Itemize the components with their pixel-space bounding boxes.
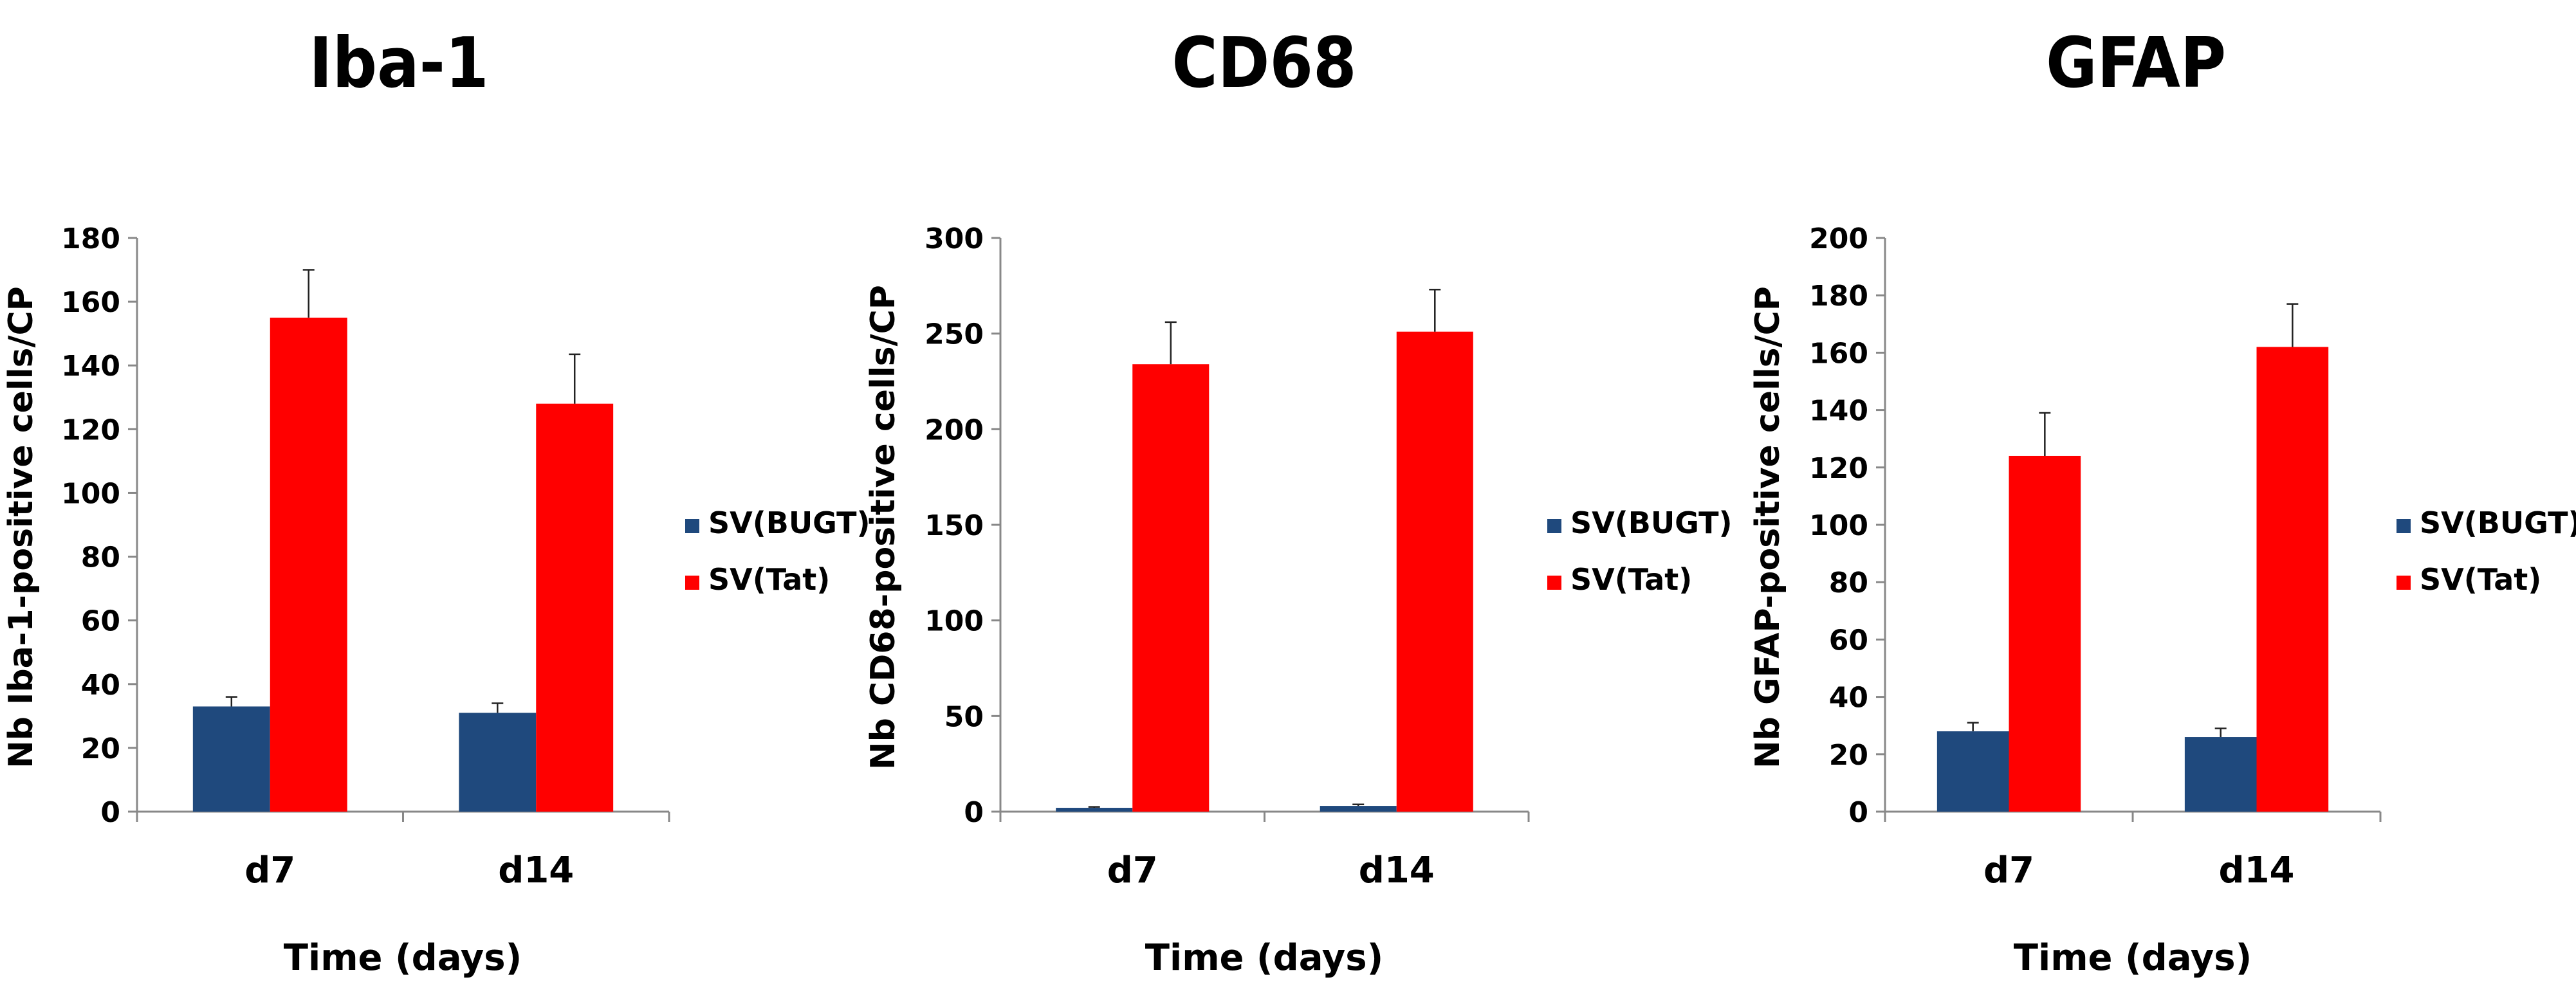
y-tick-label: 250	[925, 318, 984, 351]
y-tick-label: 50	[944, 700, 984, 733]
legend-swatch	[1547, 519, 1561, 533]
legend-label: SV(Tat)	[708, 562, 830, 597]
y-tick-label: 60	[1829, 624, 1868, 657]
y-tick-label: 200	[1809, 223, 1868, 255]
y-tick-label: 200	[925, 414, 984, 446]
y-tick-label: 20	[81, 733, 120, 765]
y-tick-label: 80	[1829, 567, 1868, 599]
plot-area: 0 20 40 60 80 100 120 140 160 180 200 d7 d14 SV(BUGT)…	[1809, 223, 2576, 891]
legend-label: SV(BUGT)	[708, 506, 870, 540]
y-tick-label: 120	[61, 414, 120, 446]
bar	[1056, 808, 1133, 812]
chart-panel-iba1: Iba-1 Nb Iba-1-positive cells/CP Time (d…	[2, 23, 870, 979]
y-tick-label: 150	[925, 509, 984, 542]
x-axis-label: Time (days)	[284, 937, 522, 979]
y-tick-label: 80	[81, 542, 120, 574]
y-tick-label: 100	[1809, 509, 1868, 542]
bar	[1320, 806, 1397, 812]
legend-label: SV(Tat)	[2420, 562, 2541, 597]
y-tick-label: 100	[925, 605, 984, 638]
y-axis-label: Nb GFAP-positive cells/CP	[1749, 286, 1787, 769]
bar	[2009, 455, 2081, 812]
y-tick-label: 0	[964, 796, 984, 829]
y-tick-label: 0	[1848, 796, 1868, 829]
y-tick-label: 40	[1829, 682, 1868, 715]
bar	[1396, 331, 1473, 812]
legend-swatch	[2397, 519, 2411, 533]
legend-swatch	[1547, 576, 1561, 590]
x-tick-label: d14	[1359, 850, 1435, 891]
chart-panel-cd68: CD68 Nb CD68-positive cells/CP Time (day…	[864, 23, 1733, 979]
y-axis-label: Nb Iba-1-positive cells/CP	[2, 286, 41, 768]
chart-title: CD68	[1172, 23, 1356, 104]
plot-area: 0 20 40 60 80 100 120 140 160 180 d7 d14 SV(BUGT) SV(…	[61, 223, 870, 891]
y-tick-label: 60	[81, 605, 120, 638]
bar	[2184, 737, 2257, 812]
y-tick-label: 180	[61, 223, 120, 255]
legend-label: SV(BUGT)	[1570, 506, 1733, 540]
chart-title: Iba-1	[309, 23, 488, 104]
legend-swatch	[2397, 576, 2411, 590]
y-tick-label: 160	[61, 286, 120, 319]
x-tick-label: d7	[1107, 850, 1158, 891]
y-tick-label: 140	[1809, 395, 1868, 428]
y-tick-label: 120	[1809, 452, 1868, 485]
bar	[270, 317, 347, 812]
chart-title: GFAP	[2046, 23, 2226, 104]
y-tick-label: 180	[1809, 280, 1868, 313]
y-tick-label: 300	[925, 223, 984, 255]
x-axis-label: Time (days)	[1145, 937, 1383, 979]
legend-swatch	[685, 519, 699, 533]
bar	[2256, 347, 2329, 812]
legend-label: SV(BUGT)	[2420, 506, 2576, 540]
bar	[192, 706, 270, 812]
x-tick-label: d7	[1983, 850, 2034, 891]
legend-label: SV(Tat)	[1570, 562, 1692, 597]
chart-panel-gfap: GFAP Nb GFAP-positive cells/CP Time (day…	[1749, 23, 2576, 979]
y-tick-label: 0	[100, 796, 120, 829]
x-tick-label: d14	[498, 850, 574, 891]
legend-swatch	[685, 576, 699, 590]
y-axis-label: Nb CD68-positive cells/CP	[864, 285, 903, 770]
bar	[1937, 731, 2009, 812]
bar	[459, 713, 537, 812]
bar	[536, 403, 614, 812]
plot-area: 0 50 100 150 200 250 300 d7 d14 SV(BUGT) SV(Tat)	[925, 223, 1732, 891]
x-tick-label: d14	[2218, 850, 2294, 891]
y-tick-label: 40	[81, 669, 120, 702]
y-tick-label: 160	[1809, 337, 1868, 370]
y-tick-label: 100	[61, 477, 120, 510]
bar	[1132, 364, 1210, 812]
y-tick-label: 140	[61, 350, 120, 383]
y-tick-label: 20	[1829, 739, 1868, 772]
x-axis-label: Time (days)	[2014, 937, 2252, 979]
x-tick-label: d7	[244, 850, 295, 891]
